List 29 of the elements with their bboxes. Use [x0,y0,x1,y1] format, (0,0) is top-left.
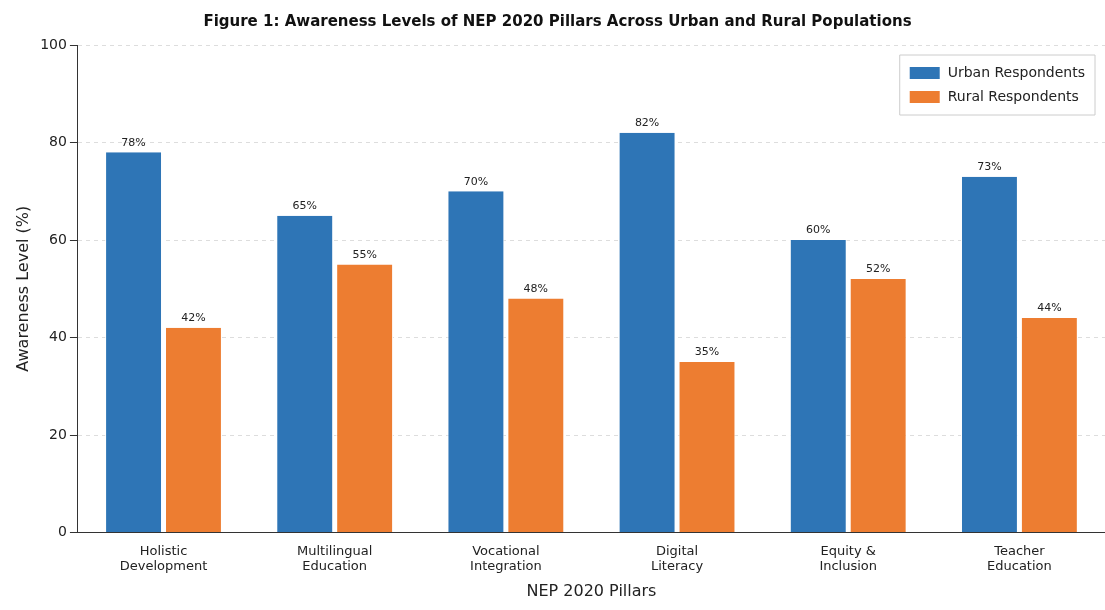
legend-label: Urban Respondents [947,63,1085,80]
y-tick-label: 60 [49,230,67,247]
data-label: 48% [523,281,549,295]
data-label: 52% [865,262,891,276]
y-axis-title: Awareness Level (%) [12,205,32,372]
data-label: 42% [181,311,206,325]
legend-label: Rural Respondents [947,87,1079,104]
x-tick-label: Vocational Integration [470,542,542,574]
y-tick-label: 0 [58,523,67,540]
y-tick-label: 80 [49,133,67,150]
data-label: 70% [463,174,489,188]
x-tick-label: Digital Literacy [651,542,704,574]
data-label: 78% [121,135,146,149]
data-label: 73% [977,160,1002,174]
x-axis-title: NEP 2020 Pillars [526,580,657,600]
data-label: 65% [292,199,317,213]
data-label: 55% [352,247,377,261]
x-tick-label: Equity & Inclusion [819,542,878,574]
chart-title: Figure 1: Awareness Levels of NEP 2020 Pillars Across Urban and Rural Populations [203,11,912,30]
data-label: 44% [1037,301,1062,315]
data-label: 82% [634,116,660,130]
data-label: 35% [694,345,720,359]
data-label: 60% [806,223,831,237]
x-tick-label: Teacher Education [987,542,1052,574]
x-tick-label: Multilingual Education [297,542,373,574]
y-tick-label: 100 [40,35,67,52]
y-tick-label: 20 [49,425,67,442]
x-tick-label: Holistic Development [119,542,208,574]
y-tick-label: 40 [49,328,67,345]
